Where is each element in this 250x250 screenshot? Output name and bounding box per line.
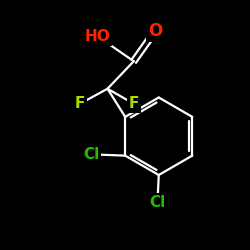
Text: F: F [128,96,139,111]
Text: F: F [75,96,85,111]
Text: HO: HO [84,29,110,44]
Text: O: O [148,22,162,40]
Text: Cl: Cl [150,195,166,210]
Text: Cl: Cl [83,147,100,162]
